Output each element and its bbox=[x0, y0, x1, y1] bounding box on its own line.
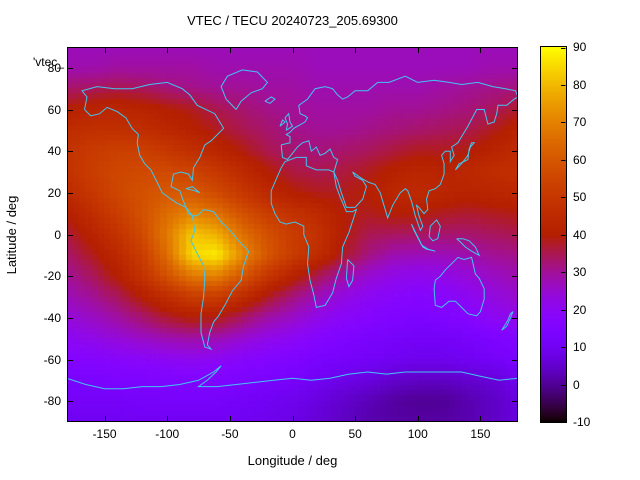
coastline-path bbox=[501, 311, 514, 331]
colorbar-tick-label: -10 bbox=[573, 415, 591, 429]
heatmap-canvas bbox=[67, 47, 518, 422]
coastline-path bbox=[190, 208, 250, 351]
colorbar-tick-label: 10 bbox=[573, 340, 587, 354]
colorbar-tick-label: 50 bbox=[573, 190, 587, 204]
y-tick-label: -60 bbox=[43, 352, 61, 367]
x-tick-label: 50 bbox=[348, 427, 362, 441]
colorbar-gradient bbox=[541, 47, 566, 422]
colorbar-tick-label: 80 bbox=[573, 77, 587, 92]
map-overlay bbox=[67, 47, 518, 422]
x-tick-label: 150 bbox=[470, 427, 491, 441]
colorbar-tick-marks bbox=[561, 48, 566, 422]
x-tick-label: -150 bbox=[92, 427, 117, 441]
colorbar-tick-label: 20 bbox=[573, 302, 587, 317]
coastline-path bbox=[185, 186, 201, 194]
coastline-path bbox=[454, 142, 476, 171]
coastline-path bbox=[270, 156, 358, 309]
y-tick-label: 60 bbox=[47, 102, 61, 117]
y-tick-label: -20 bbox=[43, 269, 61, 284]
legend-label: 'vtec_ bbox=[33, 55, 64, 69]
plot-area bbox=[67, 47, 518, 422]
y-tick-label: -40 bbox=[43, 310, 61, 325]
coastline-path bbox=[264, 96, 276, 104]
colorbar bbox=[540, 46, 567, 423]
colorbar-tick-label: 0 bbox=[573, 377, 580, 392]
coastline-path bbox=[280, 75, 518, 232]
colorbar-tick-label: 60 bbox=[573, 152, 587, 167]
x-tick-label: -100 bbox=[155, 427, 180, 441]
x-axis-label: Longitude / deg bbox=[247, 453, 338, 468]
colorbar-tick-label: 70 bbox=[573, 115, 587, 129]
colorbar-tick-label: 40 bbox=[573, 227, 587, 242]
coastline-path bbox=[428, 219, 441, 242]
colorbar-tick-label: 90 bbox=[573, 40, 587, 54]
y-tick-label: 40 bbox=[47, 144, 61, 159]
coastline-path bbox=[67, 365, 518, 390]
x-tick-label: 100 bbox=[407, 427, 428, 441]
y-axis-label: Latitude / deg bbox=[4, 195, 19, 275]
coastline-path bbox=[81, 81, 225, 217]
plot-border bbox=[67, 47, 518, 422]
colorbar-tick-label: 30 bbox=[573, 265, 587, 279]
coastline-path bbox=[220, 69, 269, 110]
y-tick-label: 20 bbox=[47, 185, 61, 200]
coastline-path bbox=[456, 238, 481, 257]
chart-title: VTEC / TECU 20240723_205.69300 bbox=[187, 13, 398, 28]
x-tick-label: 0 bbox=[289, 427, 296, 441]
coastline-path bbox=[279, 119, 286, 127]
coastline-path bbox=[411, 223, 436, 252]
y-tick-label: -80 bbox=[43, 394, 61, 409]
coastline-path bbox=[284, 112, 294, 131]
coastline-path bbox=[345, 259, 355, 288]
y-tick-label: 0 bbox=[54, 227, 61, 242]
coastline-path bbox=[433, 256, 485, 317]
x-tick-label: -50 bbox=[221, 427, 239, 441]
